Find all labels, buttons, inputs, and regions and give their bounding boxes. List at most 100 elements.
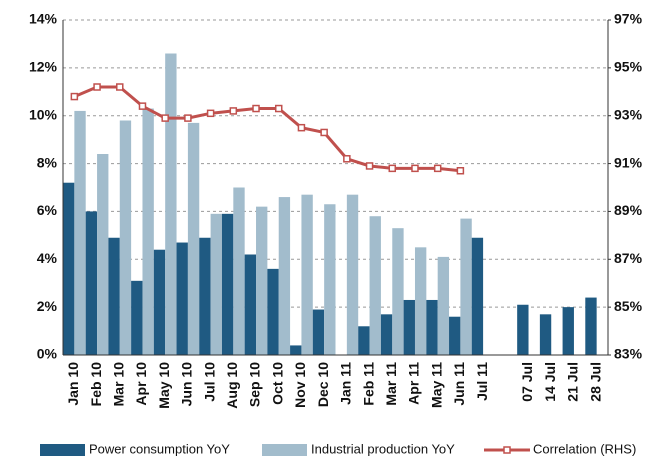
x-tick-label: Oct 10 — [269, 362, 285, 405]
bar — [471, 237, 484, 355]
x-tick-label: May 11 — [428, 362, 444, 408]
legend-label: Industrial production YoY — [311, 441, 455, 456]
bar — [153, 249, 166, 355]
x-tick-label: Aug 10 — [224, 362, 240, 409]
bar — [85, 211, 98, 355]
bar — [346, 194, 359, 355]
bar — [449, 316, 461, 355]
bar — [108, 237, 120, 355]
y-tick-label: 6% — [37, 202, 58, 218]
bar — [585, 297, 597, 355]
y2-tick-label: 83% — [614, 346, 643, 362]
x-tick-label: 21 Jul — [565, 362, 581, 402]
bar — [131, 280, 143, 355]
x-tick-label: May 10 — [156, 362, 172, 409]
marker — [274, 104, 283, 113]
legend-label: Correlation (RHS) — [533, 441, 636, 456]
marker — [388, 164, 397, 173]
marker — [297, 123, 306, 132]
x-tick-label: Jan 10 — [65, 362, 81, 406]
y-tick-label: 8% — [37, 154, 58, 170]
bar — [380, 314, 393, 355]
y2-tick-label: 85% — [614, 298, 643, 314]
x-tick-label: Apr 10 — [133, 362, 149, 406]
bar — [199, 237, 211, 355]
bar — [233, 187, 245, 355]
y2-tick-label: 97% — [614, 11, 643, 27]
marker — [93, 83, 101, 91]
bar — [392, 228, 404, 355]
marker — [343, 155, 351, 163]
x-tick-label: 28 Jul — [587, 362, 603, 402]
y-tick-label: 0% — [37, 346, 58, 362]
bar — [301, 194, 313, 355]
bar — [210, 213, 222, 355]
bar — [517, 304, 529, 355]
bar — [369, 216, 381, 355]
marker — [411, 164, 419, 173]
y-tick-label: 14% — [29, 11, 58, 27]
bar — [437, 256, 450, 355]
marker — [161, 114, 169, 122]
y-tick-label: 4% — [37, 250, 58, 266]
x-tick-label: Feb 11 — [360, 362, 376, 406]
x-tick-label: Jul 11 — [474, 362, 490, 401]
bar — [403, 299, 415, 355]
bar — [324, 204, 336, 355]
marker — [456, 167, 465, 175]
x-tick-label: Apr 11 — [406, 362, 422, 405]
y2-tick-label: 93% — [614, 106, 643, 122]
y-tick-label: 12% — [29, 59, 58, 75]
x-tick-label: Jul 10 — [201, 362, 217, 402]
x-tick-label: Dec 10 — [315, 362, 331, 407]
legend-swatch — [503, 446, 511, 454]
x-tick-label: 07 Jul — [519, 362, 535, 402]
bar — [414, 247, 427, 355]
x-tick-label: Sep 10 — [247, 362, 263, 407]
marker — [433, 164, 442, 173]
marker — [138, 102, 147, 110]
marker — [365, 162, 374, 170]
bar — [267, 268, 279, 355]
line — [73, 85, 461, 173]
x-tick-label: Nov 10 — [292, 362, 308, 408]
bar — [187, 122, 200, 356]
bar — [426, 299, 438, 355]
marker — [116, 83, 124, 91]
marker — [252, 104, 260, 113]
x-tick-label: Jun 11 — [451, 362, 467, 406]
marker — [70, 92, 79, 101]
bar — [358, 326, 370, 355]
marker — [320, 128, 328, 137]
bar — [290, 345, 302, 355]
legend-swatch — [40, 444, 85, 456]
bar — [165, 53, 177, 355]
bar — [142, 108, 154, 356]
y2-tick-label: 91% — [614, 154, 643, 170]
bar — [244, 254, 257, 355]
marker — [206, 109, 215, 118]
y2-tick-label: 89% — [614, 202, 643, 218]
bar — [312, 309, 325, 355]
y2-tick-label: 95% — [614, 59, 643, 75]
bar — [176, 242, 188, 355]
bar — [97, 154, 109, 355]
x-tick-label: Feb 10 — [88, 362, 104, 407]
marker — [229, 107, 238, 115]
marker — [184, 114, 192, 122]
legend-swatch — [262, 444, 307, 456]
x-tick-label: 14 Jul — [542, 362, 558, 402]
bar — [119, 120, 132, 355]
x-tick-label: Jun 10 — [179, 362, 195, 407]
x-tick-label: Jan 11 — [338, 362, 354, 405]
bar — [539, 314, 552, 355]
bar — [221, 213, 234, 355]
bar — [562, 307, 574, 355]
bar — [278, 197, 291, 355]
legend-label: Power consumption YoY — [89, 441, 230, 456]
bar — [63, 182, 75, 355]
bar — [460, 218, 472, 355]
bar — [74, 110, 86, 355]
